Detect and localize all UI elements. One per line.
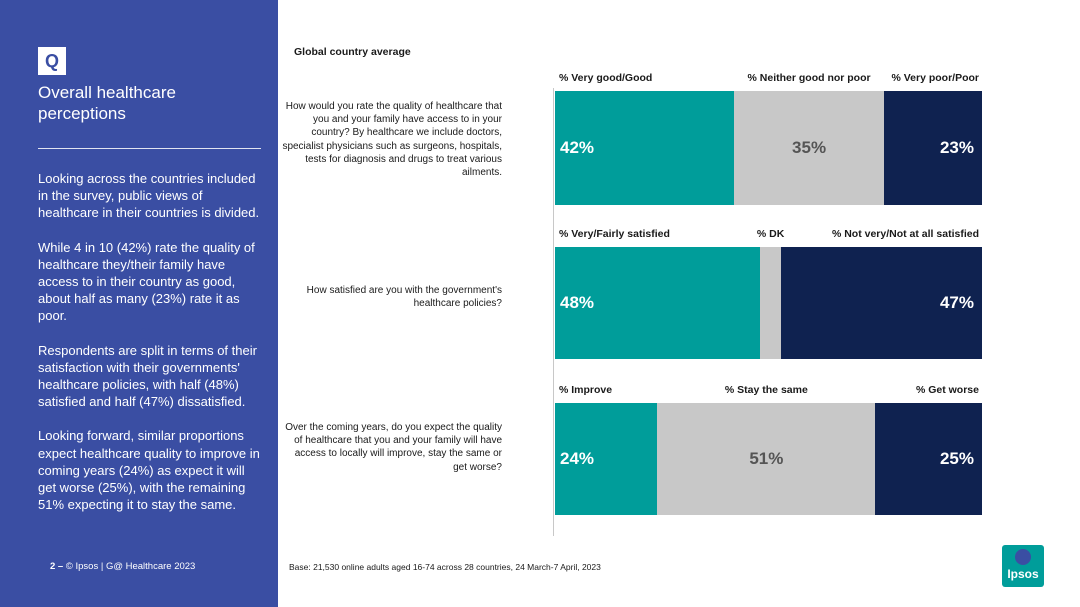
question-text: How would you rate the quality of health… bbox=[282, 101, 502, 179]
legend-label: % DK bbox=[756, 228, 785, 240]
data-label: 25% bbox=[939, 449, 974, 468]
page-title: Overall healthcare perceptions bbox=[38, 83, 176, 123]
legend-label: % Very poor/Poor bbox=[891, 72, 979, 84]
ipsos-logo: Ipsos bbox=[1002, 545, 1044, 587]
divider bbox=[38, 148, 261, 149]
legend-label: % Stay the same bbox=[724, 384, 808, 396]
q-badge: Q bbox=[38, 47, 66, 75]
bar-segment bbox=[759, 247, 782, 359]
summary-paragraph: Respondents are split in terms of their … bbox=[38, 342, 257, 410]
bar-segment: 48% bbox=[555, 247, 760, 359]
logo-text: Ipsos bbox=[1007, 567, 1039, 581]
bar-segment: 23% bbox=[883, 91, 982, 205]
bar-segment: 42% bbox=[555, 91, 735, 205]
question-text: Over the coming years, do you expect the… bbox=[285, 422, 502, 473]
axis-line bbox=[553, 88, 554, 536]
legend-label: % Neither good nor poor bbox=[747, 72, 871, 84]
bar-segment: 47% bbox=[781, 247, 982, 359]
bar-row: 48% 47% bbox=[555, 247, 982, 359]
bar-row: 24% 51% 25% bbox=[555, 403, 982, 515]
logo-dot-icon bbox=[1015, 549, 1031, 565]
data-label: 23% bbox=[939, 138, 974, 157]
section-label: Global country average bbox=[294, 46, 411, 58]
data-label: 51% bbox=[749, 449, 784, 468]
data-label: 42% bbox=[560, 138, 595, 157]
legend-label: % Not very/Not at all satisfied bbox=[831, 228, 979, 240]
sidebar: Q Overall healthcare perceptions Looking… bbox=[0, 0, 278, 607]
footer: 2 – © Ipsos | G@ Healthcare 2023 bbox=[50, 561, 195, 572]
data-label: 35% bbox=[792, 138, 827, 157]
question-text: How satisfied are you with the governmen… bbox=[306, 285, 502, 310]
copyright: © Ipsos | G@ Healthcare 2023 bbox=[65, 561, 196, 572]
legend-label: % Improve bbox=[559, 384, 613, 396]
legend-label: % Very good/Good bbox=[559, 72, 653, 84]
data-label: 48% bbox=[560, 293, 595, 312]
bar-segment: 35% bbox=[734, 91, 884, 205]
bar-segment: 51% bbox=[657, 403, 876, 515]
bar-segment: 25% bbox=[875, 403, 982, 515]
data-label: 47% bbox=[939, 293, 974, 312]
legend-label: % Get worse bbox=[915, 384, 979, 396]
summary-paragraph: Looking across the countries included in… bbox=[38, 171, 260, 221]
page-number: 2 – bbox=[50, 561, 64, 572]
summary-text: Looking across the countries included in… bbox=[38, 170, 264, 530]
bar-segment: 24% bbox=[555, 403, 658, 515]
legend-label: % Very/Fairly satisfied bbox=[559, 228, 670, 240]
summary-paragraph: Looking forward, similar proportions exp… bbox=[38, 428, 260, 513]
data-label: 24% bbox=[560, 449, 595, 468]
summary-paragraph: While 4 in 10 (42%) rate the quality of … bbox=[38, 239, 255, 324]
footnote: Base: 21,530 online adults aged 16-74 ac… bbox=[289, 562, 601, 572]
bar-row: 42% 35% 23% bbox=[555, 91, 982, 205]
